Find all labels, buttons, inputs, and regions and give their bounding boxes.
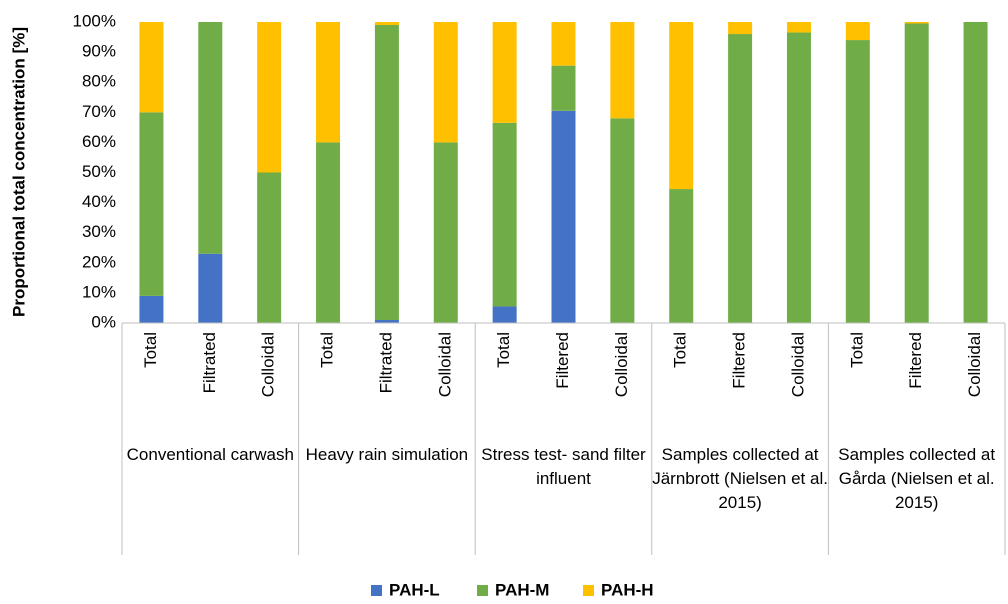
- bar-segment: [610, 118, 635, 323]
- bar-segment: [374, 22, 399, 26]
- bar-segment: [257, 172, 282, 323]
- bar-segment: [139, 22, 164, 113]
- y-tick-label: 20%: [82, 252, 116, 271]
- group-label: Conventional carwash: [126, 445, 294, 464]
- x-tick-label: Colloidal: [965, 332, 984, 397]
- bar-segment: [904, 23, 929, 323]
- x-tick-label: Filtrated: [376, 332, 395, 393]
- x-tick-label: Colloidal: [259, 332, 278, 397]
- bar-segment: [904, 22, 929, 24]
- bar-segment: [198, 22, 223, 254]
- bar-segment: [728, 34, 753, 323]
- legend-swatch: [371, 585, 382, 596]
- y-tick-label: 10%: [82, 282, 116, 301]
- bar-segment: [433, 142, 458, 323]
- bar-segment: [257, 22, 282, 173]
- bar-segment: [316, 22, 341, 143]
- group-label: Samples collected at Gårda (Nielsen et a…: [838, 445, 996, 512]
- x-tick-label: Total: [318, 332, 337, 368]
- group-label: Stress test- sand filter influent: [481, 445, 646, 488]
- bar-segment: [139, 295, 164, 323]
- bar-segment: [786, 32, 811, 323]
- y-tick-label: 80%: [82, 72, 116, 91]
- bar-segment: [198, 253, 223, 323]
- bar-segment: [669, 189, 694, 323]
- x-tick-label: Filtered: [730, 332, 749, 389]
- legend-label: PAH-L: [389, 580, 440, 599]
- legend-swatch: [583, 585, 594, 596]
- bar-segment: [492, 306, 517, 323]
- bar-segment: [551, 110, 576, 323]
- x-tick-label: Total: [141, 332, 160, 368]
- x-tick-label: Total: [847, 332, 866, 368]
- bar-segment: [374, 25, 399, 320]
- bar-segment: [139, 112, 164, 296]
- y-tick-label: 70%: [82, 102, 116, 121]
- bar-segment: [610, 22, 635, 119]
- bar-segment: [845, 22, 870, 41]
- y-tick-label: 90%: [82, 42, 116, 61]
- y-tick-label: 0%: [91, 312, 116, 331]
- x-tick-label: Colloidal: [612, 332, 631, 397]
- group-label: Heavy rain simulation: [305, 445, 469, 464]
- x-tick-label: Colloidal: [435, 332, 454, 397]
- bar-segment: [316, 142, 341, 323]
- bar-segment: [669, 22, 694, 190]
- y-tick-label: 60%: [82, 132, 116, 151]
- bar-segment: [433, 22, 458, 143]
- bar-segment: [492, 22, 517, 123]
- x-tick-label: Total: [671, 332, 690, 368]
- bar-segment: [845, 40, 870, 324]
- y-axis-label: Proportional total concentration [%]: [9, 27, 28, 317]
- bar-segment: [963, 22, 988, 323]
- bar-segment: [786, 22, 811, 33]
- group-label: Samples collected at Järnbrott (Nielsen …: [652, 445, 828, 512]
- legend-label: PAH-H: [601, 580, 654, 599]
- x-tick-label: Filtered: [553, 332, 572, 389]
- legend-label: PAH-M: [495, 580, 549, 599]
- x-tick-label: Colloidal: [788, 332, 807, 397]
- bar-segment: [551, 65, 576, 111]
- bar-segment: [492, 122, 517, 307]
- legend-swatch: [477, 585, 488, 596]
- bar-segment: [374, 319, 399, 323]
- x-tick-label: Filtered: [906, 332, 925, 389]
- x-tick-label: Filtrated: [200, 332, 219, 393]
- y-tick-label: 50%: [82, 162, 116, 181]
- y-tick-label: 40%: [82, 192, 116, 211]
- bar-segment: [551, 22, 576, 66]
- bar-segment: [728, 22, 753, 35]
- y-tick-label: 100%: [73, 11, 116, 30]
- x-tick-label: Total: [494, 332, 513, 368]
- y-tick-label: 30%: [82, 222, 116, 241]
